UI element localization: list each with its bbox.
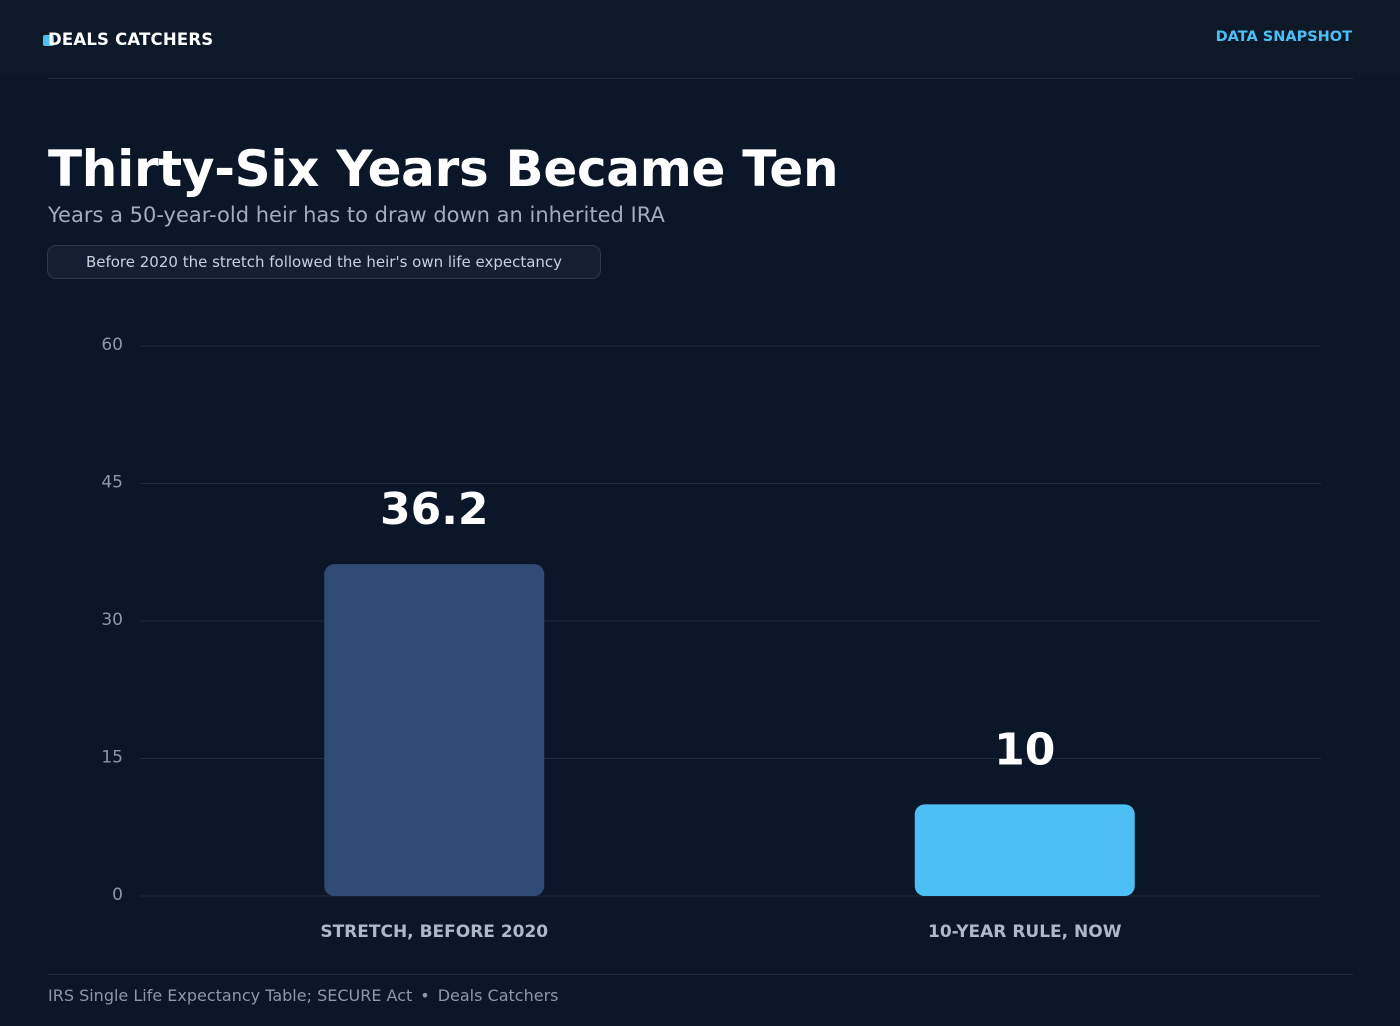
bar-chart: 0 15 30 45 60 36.2 STRETCH, BEFORE 2020 10 10-YE… xyxy=(101,335,1321,942)
y-tick-label: 45 xyxy=(101,473,123,493)
brand[interactable]: DEALS CATCHERS xyxy=(43,27,213,51)
y-tick-label: 60 xyxy=(101,335,123,355)
y-tick-label: 30 xyxy=(101,610,123,630)
y-tick-label: 15 xyxy=(101,748,123,768)
bar xyxy=(324,564,545,896)
footer: IRS Single Life Expectancy Table; SECURE… xyxy=(48,986,558,1005)
brand-name: DEALS CATCHERS xyxy=(48,29,214,49)
footer-separator: • xyxy=(420,986,430,1005)
bar-value-label: 10 xyxy=(994,724,1055,775)
x-tick-label: 10-YEAR RULE, NOW xyxy=(928,922,1122,942)
page-title: Thirty-Six Years Became Ten xyxy=(48,140,839,198)
header-bar: DEALS CATCHERS DATA SNAPSHOT xyxy=(0,0,1400,78)
footer-source: IRS Single Life Expectancy Table; SECURE… xyxy=(48,986,413,1005)
header-tag: DATA SNAPSHOT xyxy=(1215,29,1352,45)
context-note-badge: Before 2020 the stretch followed the hei… xyxy=(47,245,601,279)
page-subtitle: Years a 50-year-old heir has to draw dow… xyxy=(48,203,665,227)
brand-logo-icon xyxy=(43,35,54,46)
bar-value-label: 36.2 xyxy=(380,484,489,535)
footer-divider xyxy=(48,974,1353,975)
header-divider xyxy=(48,78,1353,79)
x-tick-label: STRETCH, BEFORE 2020 xyxy=(320,922,548,942)
y-tick-label: 0 xyxy=(112,885,123,905)
context-note-text: Before 2020 the stretch followed the hei… xyxy=(85,253,563,271)
footer-credit: Deals Catchers xyxy=(437,986,559,1005)
bar xyxy=(914,804,1135,896)
